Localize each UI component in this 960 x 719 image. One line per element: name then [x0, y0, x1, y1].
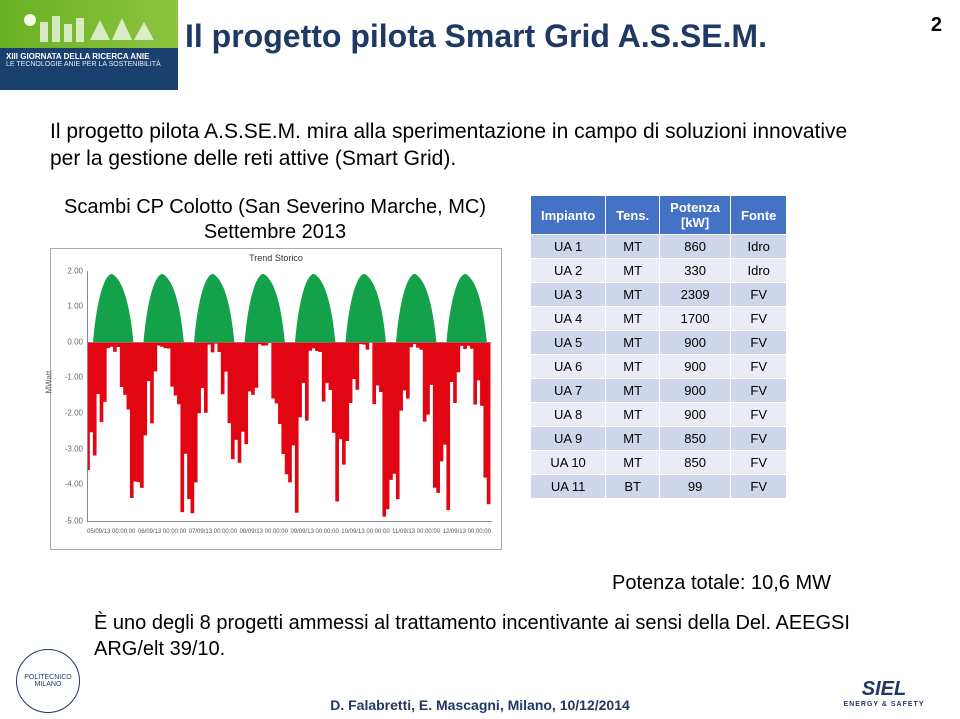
footer-text: D. Falabretti, E. Mascagni, Milano, 10/1… — [0, 697, 960, 713]
table-cell: MT — [606, 331, 660, 355]
table-cell: MT — [606, 235, 660, 259]
table-cell: UA 7 — [531, 379, 606, 403]
table-cell: UA 9 — [531, 427, 606, 451]
table-cell: FV — [731, 427, 787, 451]
table-cell: 1700 — [660, 307, 731, 331]
badge-line2: LE TECNOLOGIE ANIE PER LA SOSTENIBILITÀ — [6, 61, 172, 68]
y-axis-title: MWatt — [45, 371, 54, 394]
table-cell: UA 6 — [531, 355, 606, 379]
siel-sub: ENERGY & SAFETY — [844, 701, 925, 708]
table-cell: UA 1 — [531, 235, 606, 259]
table-cell: UA 3 — [531, 283, 606, 307]
x-axis-labels: 05/09/13 00:00:00 06/09/13 00:00:00 07/0… — [87, 529, 491, 547]
table-cell: FV — [731, 379, 787, 403]
table-cell: 900 — [660, 379, 731, 403]
table-row: UA 1MT860Idro — [531, 235, 787, 259]
chart-plot — [87, 271, 492, 522]
xtick: 10/09/13 00:00:00 — [341, 529, 389, 547]
chart-svg — [88, 271, 492, 521]
table-row: UA 4MT1700FV — [531, 307, 787, 331]
table-cell: 2309 — [660, 283, 731, 307]
table-cell: MT — [606, 259, 660, 283]
table-cell: UA 2 — [531, 259, 606, 283]
table-row: UA 2MT330Idro — [531, 259, 787, 283]
subtitle: Il progetto pilota A.S.SE.M. mira alla s… — [50, 118, 850, 172]
table-cell: BT — [606, 475, 660, 499]
table-row: UA 10MT850FV — [531, 451, 787, 475]
table-row: UA 9MT850FV — [531, 427, 787, 451]
siel-name: SIEL — [862, 678, 906, 701]
polimi-text: POLITECNICO MILANO — [24, 674, 71, 688]
table-cell: FV — [731, 451, 787, 475]
table-cell: FV — [731, 403, 787, 427]
table-cell: 900 — [660, 331, 731, 355]
table-cell: MT — [606, 307, 660, 331]
skyline-icon — [10, 10, 168, 46]
table-cell: FV — [731, 283, 787, 307]
table-cell: MT — [606, 355, 660, 379]
table-cell: FV — [731, 475, 787, 499]
th-impianto: Impianto — [531, 196, 606, 235]
table-row: UA 6MT900FV — [531, 355, 787, 379]
table-cell: Idro — [731, 259, 787, 283]
table-cell: UA 4 — [531, 307, 606, 331]
page-number: 2 — [931, 14, 942, 37]
table-cell: UA 5 — [531, 331, 606, 355]
chart-caption: Scambi CP Colotto (San Severino Marche, … — [50, 195, 500, 245]
table-cell: MT — [606, 283, 660, 307]
th-potenza: Potenza [kW] — [660, 196, 731, 235]
table-cell: MT — [606, 403, 660, 427]
table-cell: MT — [606, 451, 660, 475]
table-cell: MT — [606, 427, 660, 451]
xtick: 05/09/13 00:00:00 — [87, 529, 135, 547]
xtick: 09/09/13 00:00:00 — [290, 529, 338, 547]
table-cell: 850 — [660, 451, 731, 475]
table-row: UA 3MT2309FV — [531, 283, 787, 307]
bottom-note: È uno degli 8 progetti ammessi al tratta… — [94, 610, 874, 662]
table-row: UA 8MT900FV — [531, 403, 787, 427]
table-cell: 330 — [660, 259, 731, 283]
table-cell: 900 — [660, 355, 731, 379]
chart-caption-text: Scambi CP Colotto (San Severino Marche, … — [64, 196, 486, 243]
ytick: 1.00 — [59, 302, 83, 311]
xtick: 11/09/13 00:00:00 — [392, 529, 440, 547]
table-row: UA 5MT900FV — [531, 331, 787, 355]
th-tens: Tens. — [606, 196, 660, 235]
chart-small-title: Trend Storico — [51, 253, 501, 263]
ytick: -4.00 — [59, 480, 83, 489]
ytick: 2.00 — [59, 267, 83, 276]
table-cell: FV — [731, 331, 787, 355]
ytick: -2.00 — [59, 409, 83, 418]
table-row: UA 11BT99FV — [531, 475, 787, 499]
table-cell: 900 — [660, 403, 731, 427]
badge-line1: XIII GIORNATA DELLA RICERCA ANIE — [6, 52, 172, 61]
table-cell: Idro — [731, 235, 787, 259]
table-cell: FV — [731, 307, 787, 331]
total-power: Potenza totale: 10,6 MW — [612, 572, 831, 595]
xtick: 06/09/13 00:00:00 — [138, 529, 186, 547]
siel-logo: SIEL ENERGY & SAFETY — [824, 673, 944, 713]
ytick: 0.00 — [59, 338, 83, 347]
th-potenza-text: Potenza [kW] — [670, 200, 720, 230]
xtick: 07/09/13 00:00:00 — [189, 529, 237, 547]
table-cell: UA 11 — [531, 475, 606, 499]
table-cell: FV — [731, 355, 787, 379]
ytick: -5.00 — [59, 517, 83, 526]
ytick: -3.00 — [59, 445, 83, 454]
xtick: 08/09/13 00:00:00 — [240, 529, 288, 547]
table-cell: 860 — [660, 235, 731, 259]
exchange-chart: Trend Storico MWatt 2.00 1.00 0.00 -1.00… — [50, 248, 502, 550]
xtick: 12/09/13 00:00:00 — [443, 529, 491, 547]
th-fonte: Fonte — [731, 196, 787, 235]
event-badge: XIII GIORNATA DELLA RICERCA ANIE LE TECN… — [0, 0, 178, 90]
table-cell: UA 10 — [531, 451, 606, 475]
table-cell: 99 — [660, 475, 731, 499]
table-row: UA 7MT900FV — [531, 379, 787, 403]
page-title: Il progetto pilota Smart Grid A.S.SE.M. — [185, 18, 767, 55]
table-cell: MT — [606, 379, 660, 403]
ytick: -1.00 — [59, 373, 83, 382]
table-cell: 850 — [660, 427, 731, 451]
plants-table: Impianto Tens. Potenza [kW] Fonte UA 1MT… — [530, 195, 787, 499]
table-cell: UA 8 — [531, 403, 606, 427]
